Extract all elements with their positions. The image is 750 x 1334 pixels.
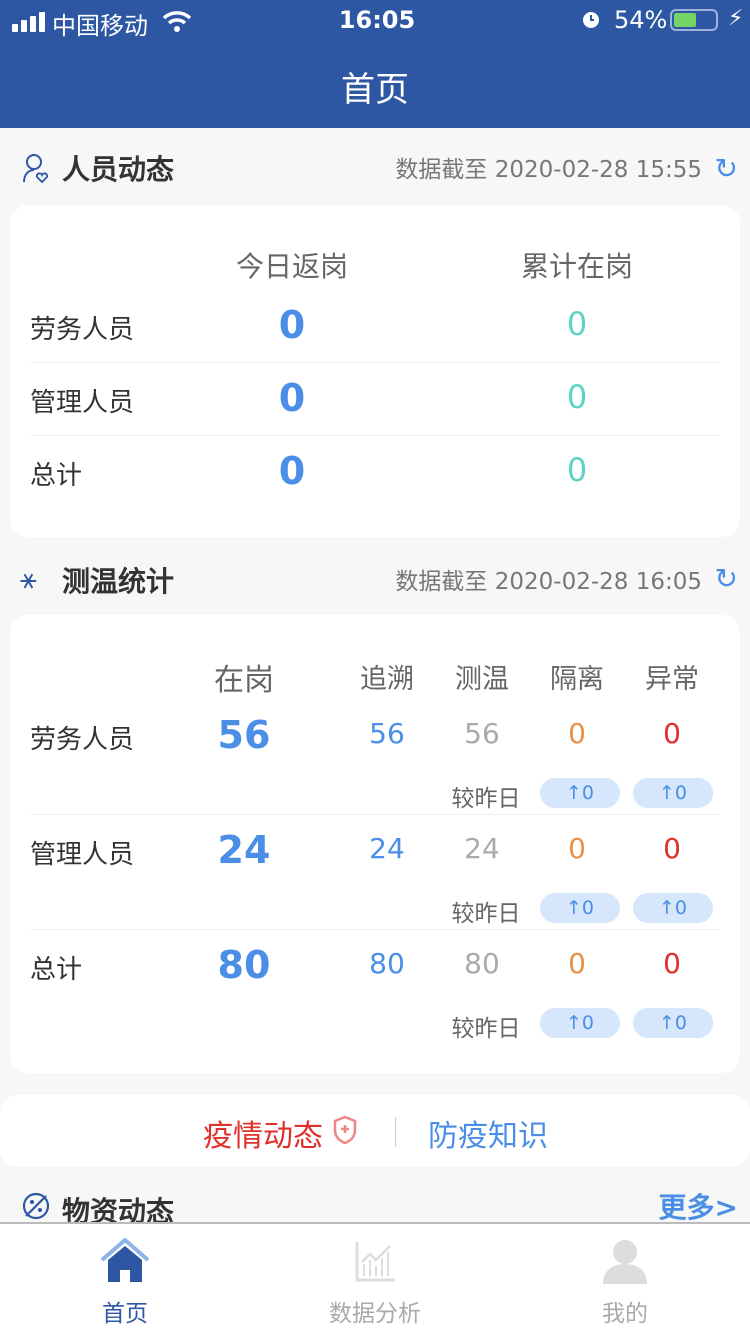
col-header: 隔离 (550, 664, 604, 695)
trace-value: 56 (369, 717, 405, 750)
row-label: 劳务人员 (30, 725, 135, 755)
isolated-value: 0 (568, 717, 586, 750)
compare-label: 较昨日 (451, 901, 521, 927)
row-label: 劳务人员 (30, 315, 135, 345)
links-card: 疫情动态 防疫知识 (0, 1095, 750, 1167)
col-header: 在岗 (214, 663, 274, 698)
battery-percent: 54% (614, 6, 668, 34)
home-icon (100, 1237, 150, 1288)
section-title: 测温统计 (62, 565, 175, 598)
isolated-delta-badge: ↑0 (540, 1008, 620, 1038)
person-heart-icon (22, 152, 50, 188)
tab-label: 我的 (602, 1301, 648, 1327)
refresh-icon[interactable]: ↻ (714, 152, 738, 185)
refresh-icon[interactable]: ↻ (714, 562, 738, 595)
abnormal-delta-badge: ↑0 (633, 1008, 713, 1038)
battery-icon (670, 9, 718, 31)
row-label: 总计 (30, 461, 83, 491)
total-value: 0 (566, 378, 588, 416)
measured-value: 56 (464, 717, 500, 750)
section-title: 人员动态 (62, 153, 175, 186)
thermometer-icon: ⚹ (20, 562, 37, 595)
col-header: 今日返岗 (235, 250, 349, 283)
tab-bar: 首页 数据分析 我的 (0, 1222, 750, 1334)
total-value: 0 (566, 305, 588, 343)
alarm-icon (580, 8, 602, 36)
col-header: 异常 (645, 664, 699, 695)
isolated-delta-badge: ↑0 (540, 893, 620, 923)
user-icon (602, 1238, 648, 1288)
knowledge-link[interactable]: 防疫知识 (428, 1119, 548, 1154)
carrier: 中国移动 (52, 12, 148, 40)
row-label: 管理人员 (30, 840, 135, 870)
abnormal-value: 0 (663, 947, 681, 980)
divider (30, 362, 720, 363)
divider (30, 814, 720, 815)
measured-value: 24 (464, 832, 500, 865)
abnormal-delta-badge: ↑0 (633, 893, 713, 923)
tab-label: 首页 (102, 1301, 148, 1327)
tab-analysis[interactable]: 数据分析 (250, 1224, 500, 1334)
wifi-icon (162, 10, 192, 38)
personnel-section-header: 人员动态 数据截至 2020-02-28 15:55 ↻ (0, 138, 750, 198)
onduty-value: 24 (217, 828, 271, 872)
divider (395, 1117, 396, 1147)
abnormal-value: 0 (663, 717, 681, 750)
col-header: 测温 (455, 664, 509, 695)
supplies-icon (20, 1190, 52, 1226)
tab-mine[interactable]: 我的 (500, 1224, 750, 1334)
isolated-value: 0 (568, 832, 586, 865)
compare-label: 较昨日 (451, 1016, 521, 1042)
signal-icon (12, 10, 46, 38)
row-label: 管理人员 (30, 388, 135, 418)
more-link[interactable]: 更多> (658, 1191, 738, 1224)
today-value: 0 (278, 376, 306, 420)
isolated-value: 0 (568, 947, 586, 980)
abnormal-delta-badge: ↑0 (633, 778, 713, 808)
chart-icon (354, 1240, 396, 1286)
today-value: 0 (278, 449, 306, 493)
page-title: 首页 (341, 70, 409, 110)
tab-label: 数据分析 (329, 1301, 421, 1327)
onduty-value: 56 (217, 713, 271, 757)
charging-icon: ⚡ (728, 6, 744, 31)
personnel-card: 今日返岗 累计在岗 劳务人员 0 0 管理人员 0 0 总计 0 0 (10, 205, 740, 537)
temperature-card: 在岗 追溯 测温 隔离 异常 劳务人员 56 56 56 0 0 较昨日 ↑0 ↑0 管理人员 24… (10, 615, 740, 1073)
updated-time: 数据截至 2020-02-28 15:55 (395, 157, 702, 183)
isolated-delta-badge: ↑0 (540, 778, 620, 808)
col-header: 追溯 (360, 664, 414, 695)
clock: 16:05 (338, 6, 416, 34)
divider (30, 929, 720, 930)
measured-value: 80 (464, 947, 500, 980)
header: 中国移动 16:05 54% ⚡ 首页 (0, 0, 750, 128)
compare-label: 较昨日 (451, 786, 521, 812)
shield-plus-icon (332, 1115, 358, 1149)
epidemic-link[interactable]: 疫情动态 (203, 1119, 323, 1154)
temperature-section-header: ⚹ 测温统计 数据截至 2020-02-28 16:05 ↻ (0, 550, 750, 610)
onduty-value: 80 (217, 943, 271, 987)
divider (30, 435, 720, 436)
col-header: 累计在岗 (520, 250, 634, 283)
total-value: 0 (566, 451, 588, 489)
updated-time: 数据截至 2020-02-28 16:05 (395, 569, 702, 595)
row-label: 总计 (30, 955, 83, 985)
tab-home[interactable]: 首页 (0, 1224, 250, 1334)
trace-value: 80 (369, 947, 405, 980)
abnormal-value: 0 (663, 832, 681, 865)
trace-value: 24 (369, 832, 405, 865)
today-value: 0 (278, 303, 306, 347)
